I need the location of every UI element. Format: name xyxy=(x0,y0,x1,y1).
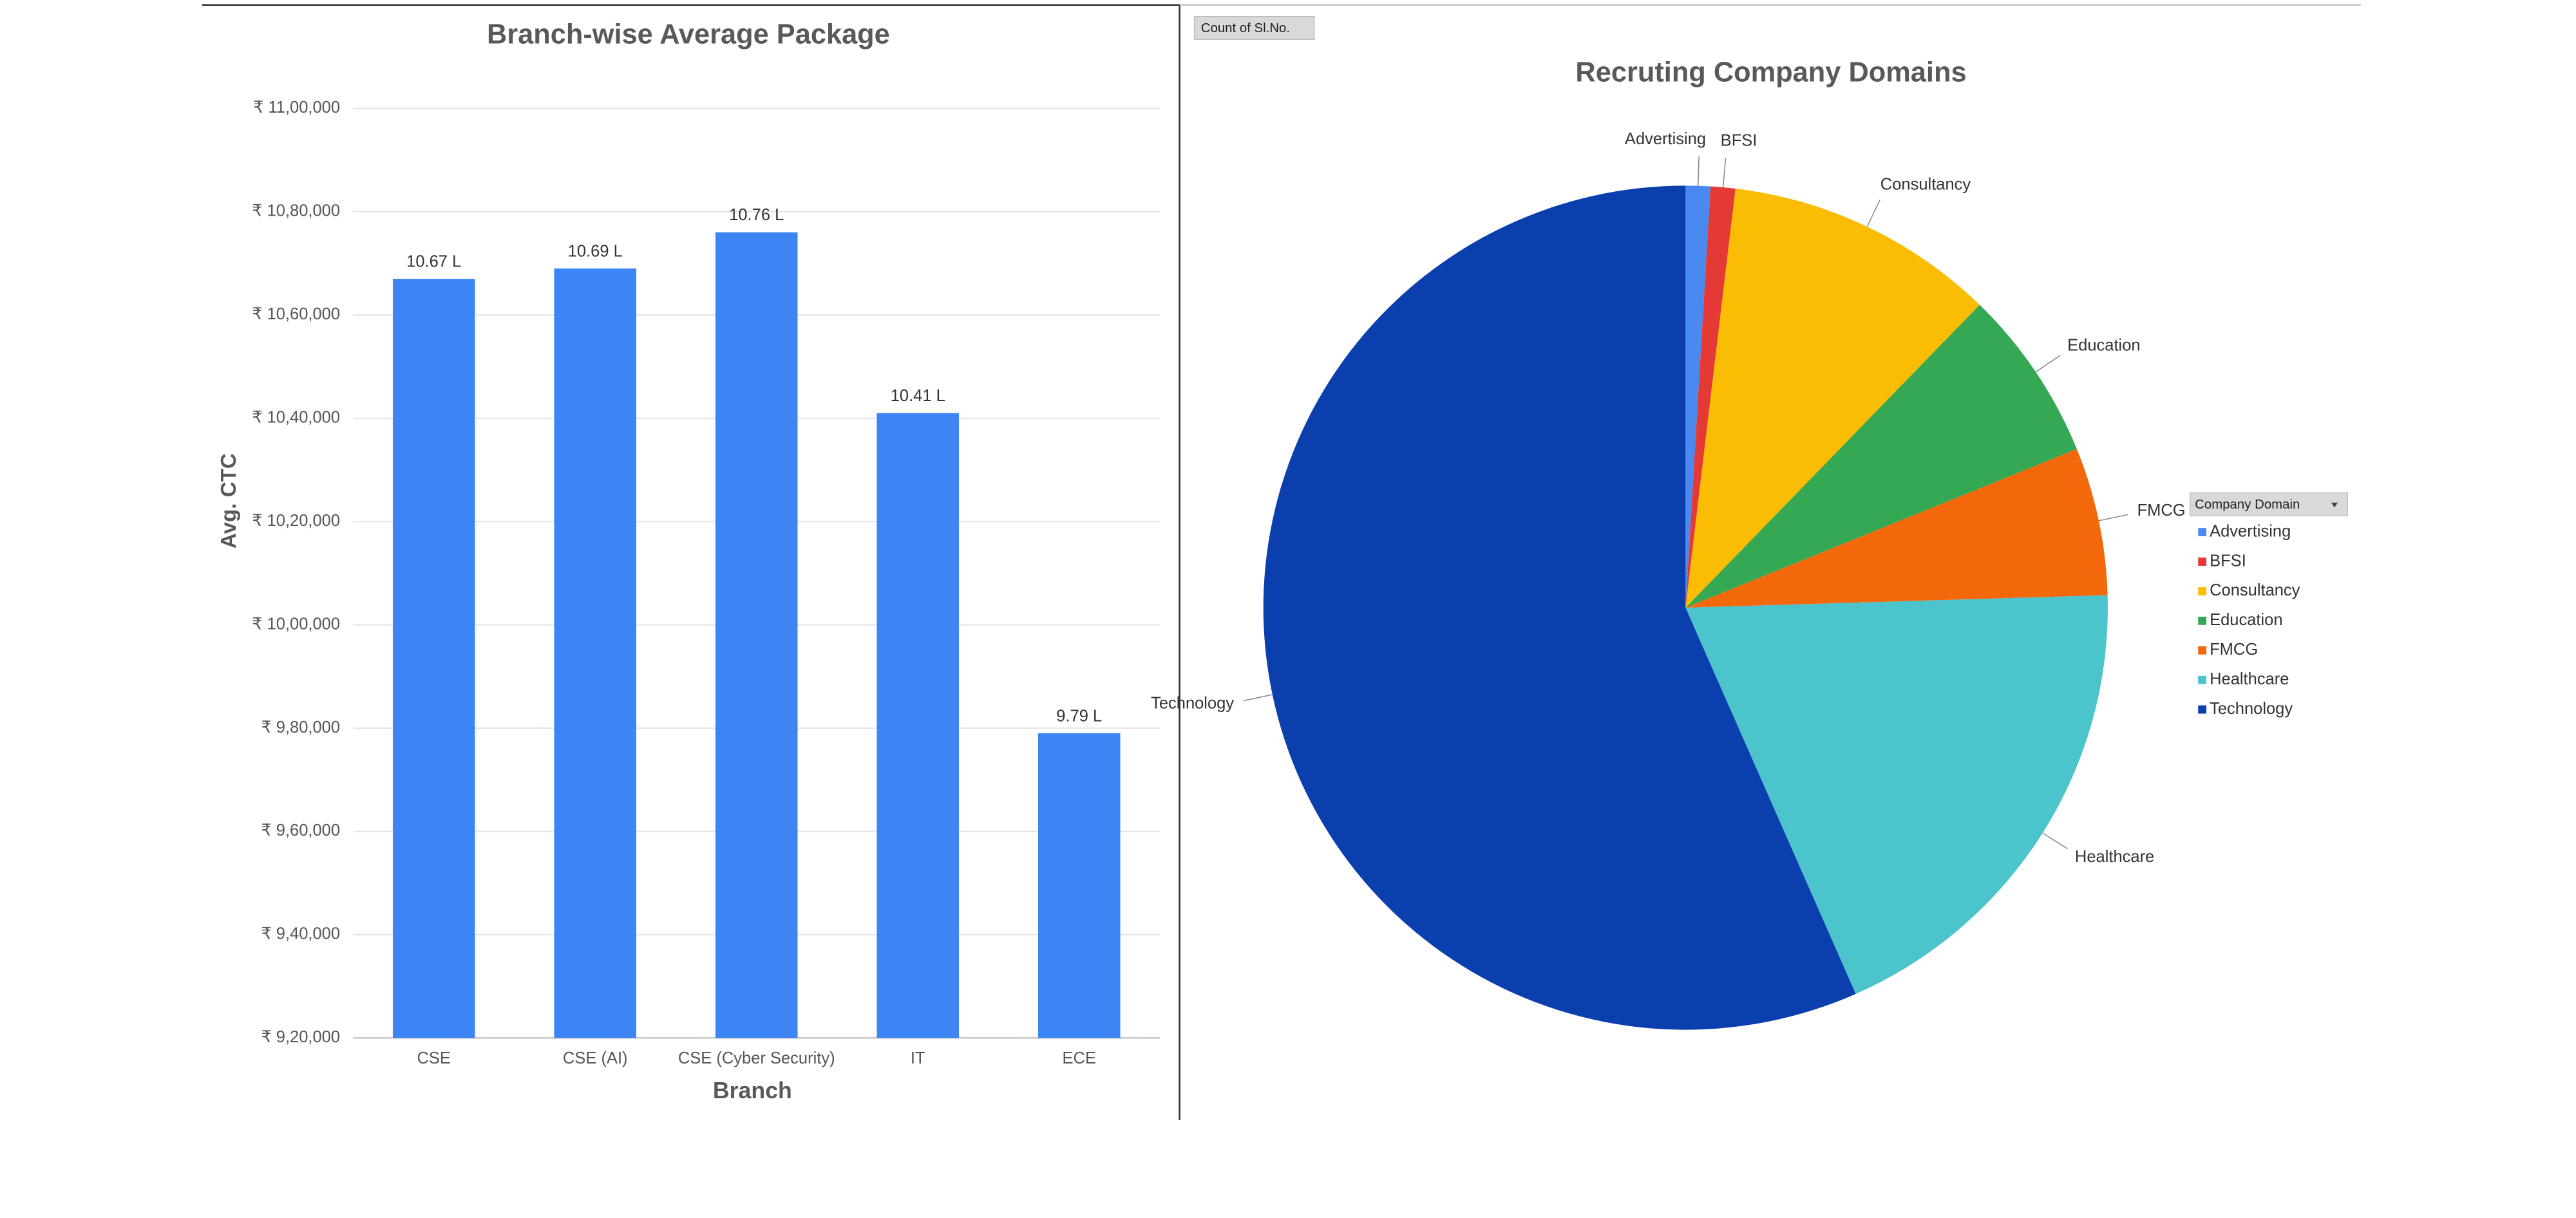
legend-swatch xyxy=(2198,616,2207,625)
legend-swatch xyxy=(2198,587,2207,595)
value-label: 10.67 L xyxy=(406,252,461,270)
legend-label: Advertising xyxy=(2210,522,2291,540)
bar xyxy=(1037,733,1121,1038)
legend-label: Technology xyxy=(2210,700,2293,718)
pie-slice xyxy=(1685,595,2108,994)
leader-line xyxy=(1698,156,1700,186)
field-button[interactable] xyxy=(1193,15,1315,40)
y-tick-label: ₹ 9,60,000 xyxy=(261,821,340,839)
value-label: 10.41 L xyxy=(891,387,945,405)
leader-line xyxy=(2098,514,2128,521)
y-axis-label: Avg. CTC xyxy=(217,453,241,548)
chart-title: Recruting Company Domains xyxy=(1575,57,1966,88)
y-tick-label: ₹ 10,20,000 xyxy=(252,512,340,530)
slice-label: Consultancy xyxy=(1880,175,1971,193)
pie-slice xyxy=(1685,304,2077,608)
legend-label: Consultancy xyxy=(2210,581,2300,599)
y-tick-label: ₹ 10,80,000 xyxy=(252,202,340,220)
y-tick-label: ₹ 11,00,000 xyxy=(253,98,340,117)
legend-swatch xyxy=(2198,705,2207,714)
x-tick-label: CSE (Cyber Security) xyxy=(678,1049,835,1067)
leader-line xyxy=(2042,832,2068,850)
bar xyxy=(876,413,960,1038)
pie-slice xyxy=(1685,185,1711,608)
x-axis-label: Branch xyxy=(713,1078,792,1103)
legend-swatch xyxy=(2198,675,2207,684)
legend-title-box[interactable] xyxy=(2189,492,2349,516)
y-tick-label: ₹ 9,20,000 xyxy=(261,1028,340,1046)
leader-line xyxy=(2035,355,2061,373)
leader-line xyxy=(1243,694,1273,702)
legend-swatch xyxy=(2198,557,2207,566)
x-tick-label: ECE xyxy=(1063,1049,1096,1067)
dropdown-arrow[interactable] xyxy=(2331,502,2338,508)
y-tick-label: ₹ 10,60,000 xyxy=(252,305,340,323)
leader-line xyxy=(1722,158,1727,188)
bar xyxy=(392,279,475,1038)
x-tick-label: IT xyxy=(911,1049,925,1067)
bar xyxy=(554,268,637,1038)
chart-title: Branch-wise Average Package xyxy=(487,19,890,50)
pie-slice xyxy=(1685,449,2108,608)
pie-slice xyxy=(1685,188,1980,608)
slice-label: BFSI xyxy=(1721,132,1757,150)
y-tick-label: ₹ 9,40,000 xyxy=(261,925,340,943)
x-tick-label: CSE xyxy=(417,1049,451,1067)
bar xyxy=(715,232,798,1038)
legend-swatch xyxy=(2198,528,2207,536)
legend-label: Education xyxy=(2210,611,2282,629)
pie-slice xyxy=(1263,185,1856,1030)
x-tick-label: CSE (AI) xyxy=(563,1049,628,1067)
y-tick-label: ₹ 10,00,000 xyxy=(252,615,340,633)
value-label: 9.79 L xyxy=(1056,707,1102,725)
slice-label: Healthcare xyxy=(2075,848,2154,866)
y-tick-label: ₹ 10,40,000 xyxy=(252,408,340,426)
slice-label: Education xyxy=(2067,337,2140,355)
slice-label: FMCG xyxy=(2137,501,2186,520)
slice-label: Technology xyxy=(1151,694,1234,712)
legend-label: Healthcare xyxy=(2210,670,2289,688)
y-tick-label: ₹ 9,80,000 xyxy=(261,718,340,736)
leader-line xyxy=(1866,200,1880,227)
pie-slice xyxy=(1685,186,1736,608)
value-label: 10.76 L xyxy=(729,206,784,224)
legend-title: Company Domain xyxy=(2195,498,2300,512)
slice-label: Advertising xyxy=(1625,130,1706,148)
legend-label: BFSI xyxy=(2210,552,2246,570)
legend-label: FMCG xyxy=(2210,641,2258,659)
legend-swatch xyxy=(2198,646,2207,655)
field-button-label: Count of Sl.No. xyxy=(1201,21,1290,35)
value-label: 10.69 L xyxy=(568,242,623,260)
